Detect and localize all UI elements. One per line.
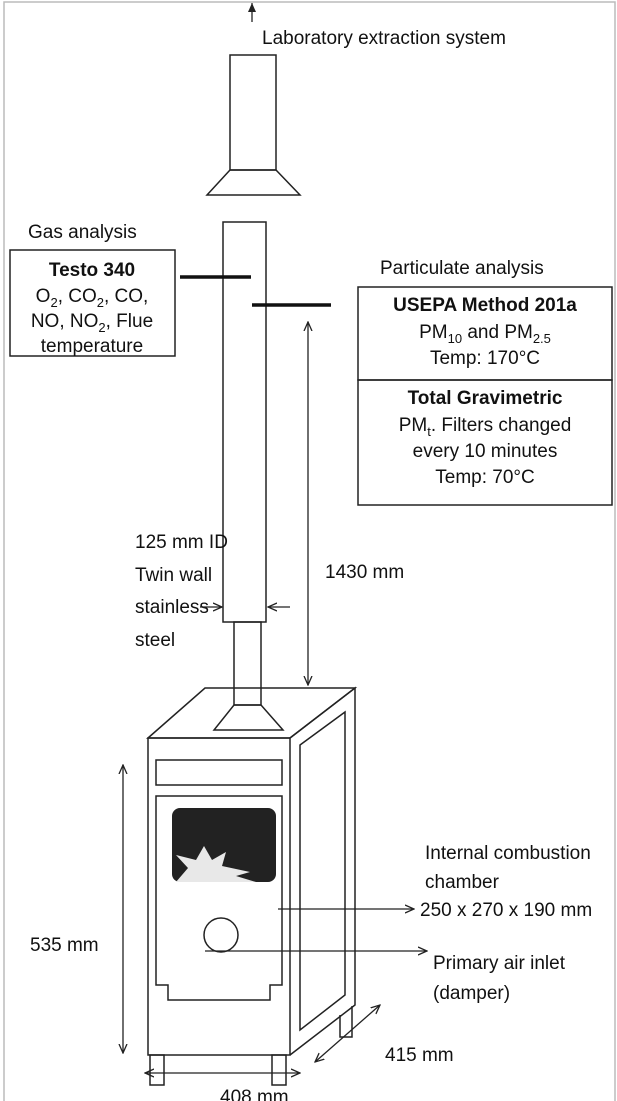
box-title: USEPA Method 201a xyxy=(393,295,577,316)
subscript: t xyxy=(427,424,431,439)
box-title: Total Gravimetric xyxy=(408,388,563,409)
label: steel xyxy=(135,630,175,651)
side-panel xyxy=(299,710,346,1032)
box xyxy=(9,249,176,357)
air-inlet xyxy=(203,917,239,953)
chimney xyxy=(229,54,277,171)
subscript: 10 xyxy=(448,331,462,346)
text-segment: , CO xyxy=(58,286,97,307)
leg xyxy=(149,1054,165,1086)
text-segment: Temp: 170°C xyxy=(430,348,540,369)
label: Internal combustion xyxy=(425,843,591,864)
dimension-label: 408 mm xyxy=(220,1087,289,1101)
label: stainless xyxy=(135,597,209,618)
flue xyxy=(222,221,267,623)
text-segment: PM xyxy=(419,322,448,343)
text-segment: temperature xyxy=(41,336,143,357)
panel xyxy=(155,759,283,786)
text-segment: and PM xyxy=(462,322,533,343)
label: chamber xyxy=(425,872,500,893)
heading: Gas analysis xyxy=(28,222,137,243)
flame xyxy=(176,846,256,882)
subscript: 2.5 xyxy=(533,331,551,346)
text-segment: NO, NO xyxy=(31,311,99,332)
dimension-label: 415 mm xyxy=(385,1045,454,1066)
cone xyxy=(212,704,285,731)
stove-front xyxy=(147,737,291,1056)
text-line: PMt. Filters changed xyxy=(399,415,572,439)
heading: Particulate analysis xyxy=(380,258,544,279)
text-segment: . Filters changed xyxy=(431,415,571,436)
text-line: every 10 minutes xyxy=(413,441,558,462)
text-line: NO, NO2, Flue xyxy=(31,311,153,335)
label: Laboratory extraction system xyxy=(262,28,506,49)
text-segment: Temp: 70°C xyxy=(435,467,534,488)
text-segment: every 10 minutes xyxy=(413,441,558,462)
leg xyxy=(339,1006,353,1038)
text-segment: , CO, xyxy=(104,286,148,307)
label: Twin wall xyxy=(135,565,212,586)
text-line: temperature xyxy=(41,336,143,357)
text-line: O2, CO2, CO, xyxy=(36,286,149,310)
subscript: 2 xyxy=(97,295,104,310)
box-title: Testo 340 xyxy=(49,260,135,281)
text-segment: O xyxy=(36,286,51,307)
leg xyxy=(271,1054,287,1086)
label: 125 mm ID xyxy=(135,532,228,553)
hood xyxy=(205,169,302,196)
frame xyxy=(3,1,616,1101)
dimension-label: 535 mm xyxy=(30,935,99,956)
text-line: PM10 and PM2.5 xyxy=(419,322,551,346)
dimension-label: 1430 mm xyxy=(325,562,404,583)
subscript: 2 xyxy=(50,295,57,310)
door xyxy=(155,795,283,1001)
pipe xyxy=(233,621,262,706)
text-segment: , Flue xyxy=(106,311,154,332)
label: (damper) xyxy=(433,983,510,1004)
text-segment: PM xyxy=(399,415,428,436)
subscript: 2 xyxy=(98,320,105,335)
label: Primary air inlet xyxy=(433,953,566,974)
dimension xyxy=(315,1005,380,1062)
label: 250 x 270 x 190 mm xyxy=(420,900,592,921)
text-line: Temp: 70°C xyxy=(435,467,534,488)
box xyxy=(357,379,613,506)
text-line: Temp: 170°C xyxy=(430,348,540,369)
